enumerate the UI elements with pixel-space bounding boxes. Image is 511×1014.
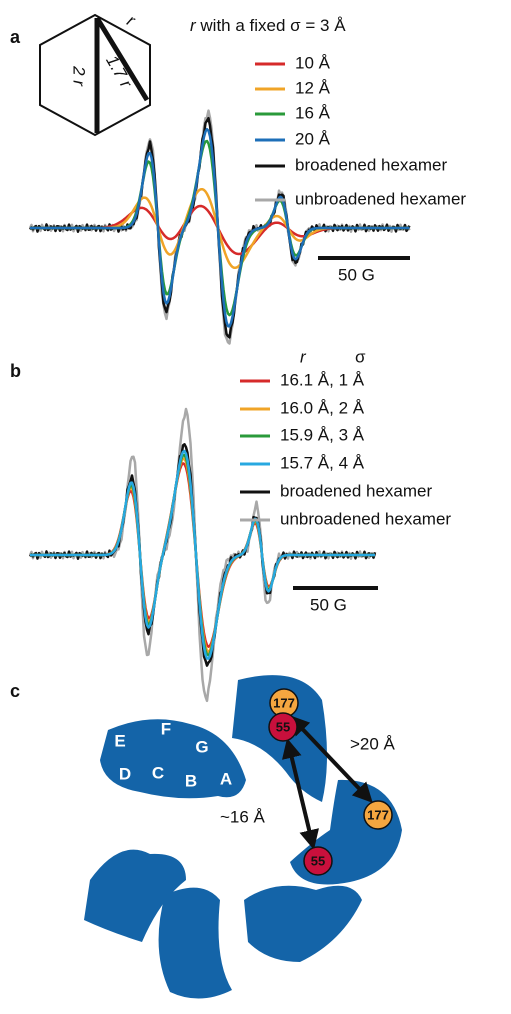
panel-label: c xyxy=(10,681,20,701)
legend-title-var: r xyxy=(190,16,197,35)
distance-label: >20 Å xyxy=(350,734,396,753)
subunit xyxy=(84,849,186,942)
distance-arrow xyxy=(282,738,319,850)
legend-label: 20 Å xyxy=(295,129,331,148)
distance-label: ~16 Å xyxy=(220,807,266,826)
scale-bar-label: 50 G xyxy=(338,265,375,284)
subunit xyxy=(244,885,362,962)
subunit xyxy=(158,887,232,999)
spectrum xyxy=(30,127,410,328)
helix-label: F xyxy=(161,719,171,738)
residue-label: 177 xyxy=(273,695,295,710)
residue-marker xyxy=(268,712,298,742)
inset-label: 1.7 r xyxy=(102,52,136,92)
helix-label: C xyxy=(152,763,164,782)
inset-line xyxy=(94,16,150,102)
legend-label: unbroadened hexamer xyxy=(280,509,451,528)
legend-label: 16 Å xyxy=(295,103,331,122)
scale-bar-label: 50 G xyxy=(310,595,347,614)
residue-label: 177 xyxy=(367,807,389,822)
legend-label: 10 Å xyxy=(295,53,331,72)
legend-label: broadened hexamer xyxy=(280,481,433,500)
helix-label: A xyxy=(220,769,232,788)
residue-marker xyxy=(303,846,333,876)
legend-label: 15.7 Å, 4 Å xyxy=(280,453,365,472)
legend-header: r xyxy=(300,347,307,366)
subunit xyxy=(100,719,246,799)
legend-title-text: with a fixed σ = 3 Å xyxy=(199,16,346,35)
residue-label: 55 xyxy=(276,719,290,734)
panel-label: b xyxy=(10,361,21,381)
inset-label: r xyxy=(124,11,140,31)
legend-label: unbroadened hexamer xyxy=(295,189,466,208)
helix-label: E xyxy=(114,731,125,750)
legend-label: broadened hexamer xyxy=(295,155,448,174)
spectrum xyxy=(30,449,375,660)
legend-header: σ xyxy=(355,347,366,366)
legend-label: 15.9 Å, 3 Å xyxy=(280,425,365,444)
helix-label: B xyxy=(185,771,197,790)
legend-label: 16.0 Å, 2 Å xyxy=(280,398,365,417)
legend-label: 16.1 Å, 1 Å xyxy=(280,370,365,389)
helix-label: G xyxy=(195,737,208,756)
legend-title: r with a fixed σ = 3 Å xyxy=(190,16,346,35)
inset-label: 2 r xyxy=(70,65,89,87)
hexagon xyxy=(39,13,151,137)
legend-label: 12 Å xyxy=(295,78,331,97)
residue-label: 55 xyxy=(311,853,325,868)
residue-marker xyxy=(363,800,393,830)
panel-label: a xyxy=(10,27,21,47)
distance-arrow xyxy=(289,715,373,803)
helix-label: D xyxy=(119,764,131,783)
